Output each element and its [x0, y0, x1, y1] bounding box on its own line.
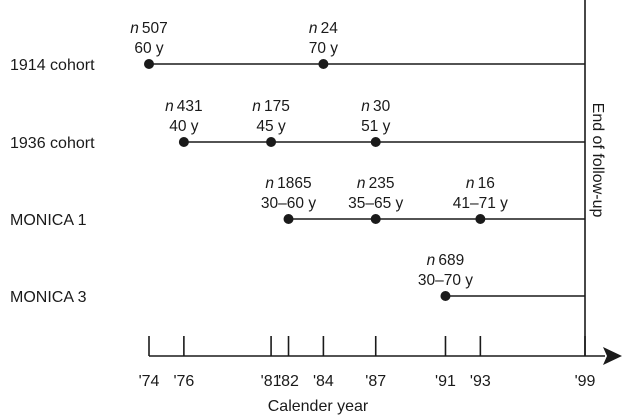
exam-point [283, 214, 294, 224]
exam-point [370, 137, 381, 147]
age-label: 30–70 y [418, 272, 473, 289]
cohort-row: 1936 cohort n 431 40 y n 175 45 y n 30 51 y [10, 98, 585, 152]
axis-tick-label: '93 [470, 373, 491, 390]
sample-size-label: n 24 [309, 20, 338, 37]
age-label: 60 y [134, 40, 164, 57]
end-of-follow-up-label: End of follow-up [589, 103, 606, 218]
age-label: 51 y [361, 118, 391, 135]
axis-tick-label: '99 [575, 373, 596, 390]
cohort-name: MONICA 3 [10, 289, 87, 306]
exam-point [318, 59, 329, 69]
age-label: 35–65 y [348, 195, 403, 212]
sample-size-label: n 431 [165, 98, 203, 115]
cohort-row: MONICA 1 n 1865 30–60 y n 235 35–65 y n 16 41–… [10, 175, 585, 229]
axis-tick-label: '74 [139, 373, 160, 390]
sample-size-label: n 16 [466, 175, 495, 192]
exam-point [475, 214, 486, 224]
cohort-name: 1936 cohort [10, 135, 95, 152]
age-label: 40 y [169, 118, 199, 135]
cohort-row: 1914 cohort n 507 60 y n 24 70 y [10, 20, 585, 74]
axis-ticks: '74 '76 '81'82 '84 '87 '91 '93 '99 [139, 336, 596, 390]
age-label: 30–60 y [261, 195, 316, 212]
exam-point [144, 59, 154, 69]
sample-size-label: n 507 [130, 20, 168, 37]
sample-size-label: n 689 [427, 252, 465, 269]
axis-tick-label: '87 [365, 373, 386, 390]
exam-point [440, 291, 451, 301]
age-label: 70 y [309, 40, 339, 57]
cohort-name: MONICA 1 [10, 212, 87, 229]
age-label: 45 y [256, 118, 286, 135]
cohort-row: MONICA 3 n 689 30–70 y [10, 252, 585, 306]
sample-size-label: n 235 [357, 175, 395, 192]
axis-arrow-icon [603, 347, 622, 365]
cohort-rows: 1914 cohort n 507 60 y n 24 70 y 1936 cohort n… [10, 20, 585, 306]
axis-tick-label: '76 [173, 373, 194, 390]
sample-size-label: n 30 [361, 98, 390, 115]
sample-size-label: n 1865 [265, 175, 311, 192]
sample-size-label: n 175 [252, 98, 290, 115]
exam-point [266, 137, 277, 147]
exam-point [370, 214, 381, 224]
axis-tick-label: '82 [278, 373, 299, 390]
axis-title: Calender year [268, 398, 369, 415]
age-label: 41–71 y [453, 195, 508, 212]
axis-tick-label: '84 [313, 373, 334, 390]
cohort-name: 1914 cohort [10, 57, 95, 74]
exam-point [178, 137, 189, 147]
axis-tick-label: '91 [435, 373, 456, 390]
axis-tick-label: '81 [261, 373, 282, 390]
